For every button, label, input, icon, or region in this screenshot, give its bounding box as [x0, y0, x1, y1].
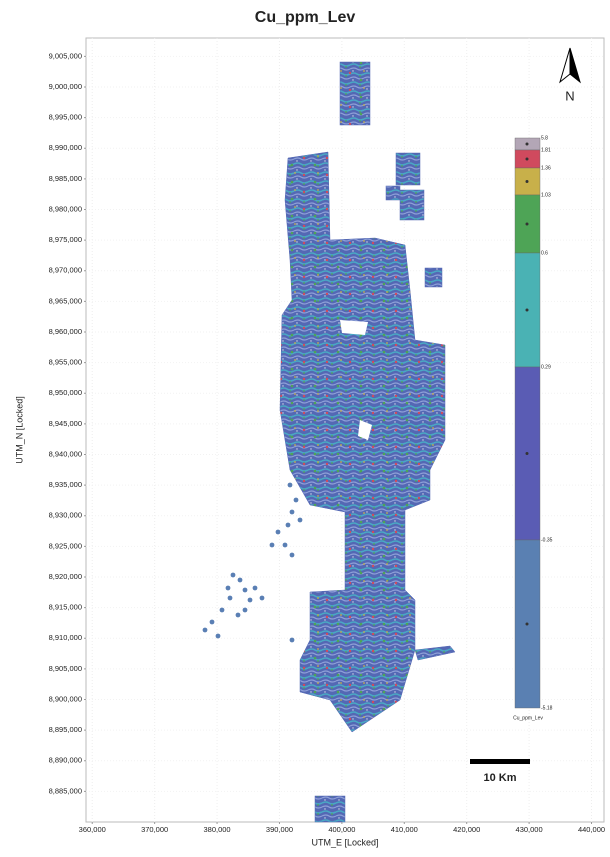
colorbar-title: Cu_ppm_Lev [513, 715, 543, 721]
y-tick-label: 9,005,000 [49, 51, 82, 60]
x-axis-label: UTM_E [Locked] [311, 837, 378, 847]
x-tick-label: 430,000 [516, 825, 543, 834]
y-tick-label: 8,890,000 [49, 756, 82, 765]
y-tick-label: 9,000,000 [49, 82, 82, 91]
y-tick-label: 8,980,000 [49, 204, 82, 213]
class-marker [526, 452, 529, 455]
y-tick-label: 8,925,000 [49, 541, 82, 550]
scale-bar: 10 Km [470, 759, 530, 784]
y-tick-label: 8,900,000 [49, 694, 82, 703]
y-tick-label: 8,930,000 [49, 511, 82, 520]
x-tick-label: 390,000 [266, 825, 293, 834]
colorbar: 5.8 1.81 1.36 1.03 0.6 0.29 -0.35 -5.18 Cu_ppm_L… [513, 135, 552, 721]
map-title: Cu_ppm_Lev [255, 9, 356, 26]
x-tick-label: 380,000 [203, 825, 230, 834]
y-tick-label: 8,955,000 [49, 358, 82, 367]
class-marker [526, 223, 529, 226]
y-tick-label: 8,950,000 [49, 388, 82, 397]
class-marker [526, 180, 529, 183]
y-tick-label: 8,935,000 [49, 480, 82, 489]
x-tick-label: 410,000 [391, 825, 418, 834]
colorbar-label: 1.36 [541, 165, 551, 171]
x-tick-label: 420,000 [453, 825, 480, 834]
y-tick-label: 8,895,000 [49, 725, 82, 734]
colorbar-label: 0.29 [541, 364, 551, 370]
y-tick-label: 8,965,000 [49, 296, 82, 305]
x-tick-label: 360,000 [79, 825, 106, 834]
colorbar-label: 5.8 [541, 135, 548, 141]
class-marker [526, 623, 529, 626]
y-tick-label: 8,940,000 [49, 449, 82, 458]
y-tick-label: 8,945,000 [49, 419, 82, 428]
north-label: N [565, 88, 574, 103]
survey-footprint [203, 62, 455, 822]
class-marker [526, 143, 529, 146]
class-marker [526, 158, 529, 161]
colorbar-label: 1.03 [541, 192, 551, 198]
y-tick-label: 8,960,000 [49, 327, 82, 336]
y-tick-label: 8,995,000 [49, 113, 82, 122]
colorbar-label: 0.6 [541, 250, 548, 256]
y-tick-label: 8,970,000 [49, 266, 82, 275]
y-tick-label: 8,975,000 [49, 235, 82, 244]
y-tick-label: 8,990,000 [49, 143, 82, 152]
colorbar-label: -5.18 [541, 705, 553, 711]
y-tick-label: 8,910,000 [49, 633, 82, 642]
y-tick-label: 8,985,000 [49, 174, 82, 183]
x-tick-label: 440,000 [578, 825, 605, 834]
x-tick-label: 370,000 [141, 825, 168, 834]
y-tick-label: 8,905,000 [49, 664, 82, 673]
y-axis-label: UTM_N [Locked] [14, 396, 24, 464]
colorbar-label: -0.35 [541, 537, 553, 543]
y-tick-label: 8,920,000 [49, 572, 82, 581]
y-tick-label: 8,885,000 [49, 786, 82, 795]
map: Cu_ppm_Lev 5.81.811. [0, 0, 610, 852]
scale-label: 10 Km [483, 772, 516, 784]
colorbar-label: 1.81 [541, 147, 551, 153]
x-tick-label: 400,000 [328, 825, 355, 834]
class-marker [526, 309, 529, 312]
y-tick-label: 8,915,000 [49, 603, 82, 612]
